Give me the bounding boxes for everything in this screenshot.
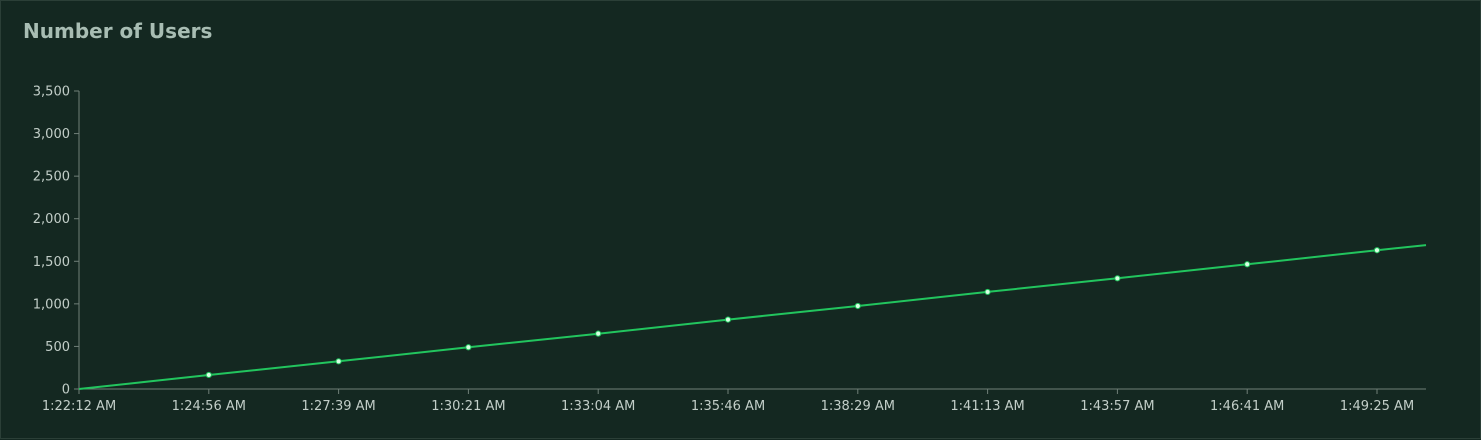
y-tick-label: 2,500 [33, 170, 70, 185]
data-point[interactable] [1373, 247, 1381, 254]
data-point[interactable] [205, 371, 212, 379]
x-tick-label: 1:49:25 AM [1340, 399, 1414, 414]
y-axis: 0 500 1,000 1,500 2,000 2,500 3,000 3,500 [33, 85, 80, 398]
data-point[interactable] [595, 330, 602, 337]
data-point[interactable] [1114, 275, 1121, 282]
series-line [78, 244, 1427, 390]
y-tick-label: 1,500 [33, 255, 70, 270]
y-tick-label: 0 [62, 383, 70, 398]
x-tick-label: 1:27:39 AM [301, 399, 375, 414]
chart-title: Number of Users [23, 19, 213, 43]
x-tick-label: 1:35:46 AM [691, 399, 765, 414]
data-point[interactable] [854, 302, 861, 310]
y-tick-label: 2,000 [33, 212, 70, 227]
y-tick-label: 500 [45, 340, 70, 355]
x-tick-label: 1:22:12 AM [42, 399, 116, 414]
data-point[interactable] [724, 316, 732, 323]
y-tick-label: 1,000 [33, 297, 70, 312]
series-layer [78, 244, 1427, 390]
x-tick-label: 1:46:41 AM [1210, 399, 1284, 414]
x-axis: 1:22:12 AM 1:24:56 AM 1:27:39 AM 1:30:21 AM… [42, 388, 1426, 414]
y-tick-label: 3,000 [33, 127, 70, 142]
x-tick-label: 1:41:13 AM [950, 399, 1024, 414]
data-point[interactable] [335, 358, 342, 365]
y-tick-label: 3,500 [33, 85, 70, 100]
x-tick-label: 1:33:04 AM [561, 399, 635, 414]
x-tick-label: 1:24:56 AM [172, 399, 246, 414]
x-tick-label: 1:38:29 AM [821, 399, 895, 414]
data-point[interactable] [984, 288, 991, 296]
data-point[interactable] [1244, 261, 1251, 268]
x-tick-label: 1:30:21 AM [431, 399, 505, 414]
data-point[interactable] [465, 344, 472, 351]
x-tick-label: 1:43:57 AM [1080, 399, 1154, 414]
